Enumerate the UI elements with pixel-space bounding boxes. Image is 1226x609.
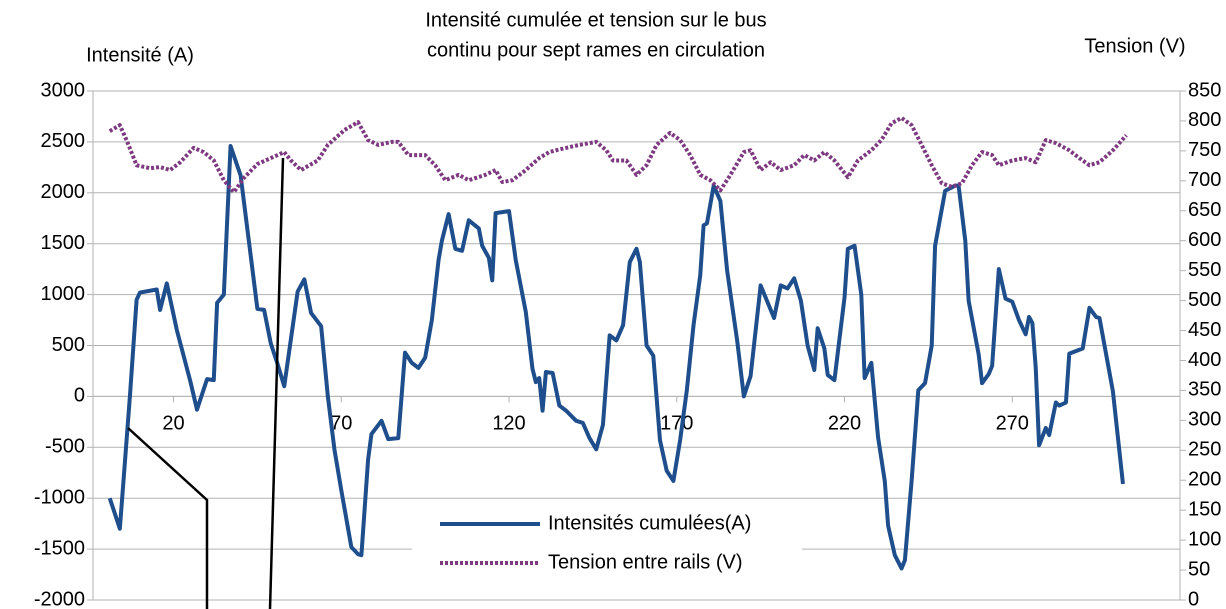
x-tick-label: 20 bbox=[162, 413, 184, 435]
y-tick-label: 2500 bbox=[41, 130, 86, 152]
y2-tick-label: 400 bbox=[1188, 349, 1221, 371]
x-tick-label: 120 bbox=[492, 413, 525, 435]
y2-tick-label: 600 bbox=[1188, 229, 1221, 251]
y2-tick-label: 300 bbox=[1188, 409, 1221, 431]
y2-tick-label: 250 bbox=[1188, 439, 1221, 461]
y-tick-label: 2000 bbox=[41, 181, 86, 203]
y2-axis-title: Tension (V) bbox=[1084, 35, 1185, 57]
series-line bbox=[108, 115, 1128, 195]
y2-tick-label: 500 bbox=[1188, 289, 1221, 311]
y2-tick-label: 650 bbox=[1188, 199, 1221, 221]
y2-tick-label: 800 bbox=[1188, 109, 1221, 131]
y2-tick-label: 150 bbox=[1188, 498, 1221, 520]
legend-label: Intensités cumulées(A) bbox=[548, 512, 751, 534]
y2-tick-label: 700 bbox=[1188, 169, 1221, 191]
annotation-line bbox=[268, 157, 285, 609]
y2-tick-label: 750 bbox=[1188, 139, 1221, 161]
x-tick-label: 170 bbox=[660, 413, 693, 435]
y2-tick-label: 550 bbox=[1188, 259, 1221, 281]
series-line bbox=[107, 143, 1125, 571]
legend-label: Tension entre rails (V) bbox=[548, 551, 743, 573]
legend: Intensités cumulées(A) Tension entre rail… bbox=[440, 512, 751, 573]
y-axis-title: Intensité (A) bbox=[86, 44, 194, 66]
annotation-line bbox=[127, 427, 209, 609]
chart-title: Intensité cumulée et tension sur le bus bbox=[425, 9, 766, 31]
y-tick-label: 500 bbox=[52, 334, 85, 356]
y2-tick-label: 0 bbox=[1188, 588, 1199, 609]
y2-tick-label: 850 bbox=[1188, 79, 1221, 101]
y-tick-label: 1500 bbox=[41, 232, 86, 254]
y2-tick-label: 100 bbox=[1188, 528, 1221, 550]
y2-tick-label: 450 bbox=[1188, 319, 1221, 341]
y-tick-label: 1000 bbox=[41, 283, 86, 305]
y-tick-label: -1500 bbox=[34, 537, 85, 559]
y-tick-label: -500 bbox=[45, 436, 85, 458]
y-tick-label: -2000 bbox=[34, 588, 85, 609]
y2-tick-label: 50 bbox=[1188, 558, 1210, 580]
chart-title: continu pour sept rames en circulation bbox=[427, 39, 765, 61]
x-tick-label: 70 bbox=[330, 413, 352, 435]
y-tick-label: -1000 bbox=[34, 486, 85, 508]
x-tick-label: 270 bbox=[996, 413, 1029, 435]
y-tick-label: 0 bbox=[74, 385, 85, 407]
legend-box bbox=[412, 505, 802, 590]
y2-tick-label: 200 bbox=[1188, 469, 1221, 491]
y-tick-label: 3000 bbox=[41, 79, 86, 101]
y2-tick-label: 350 bbox=[1188, 379, 1221, 401]
x-tick-label: 220 bbox=[828, 413, 861, 435]
